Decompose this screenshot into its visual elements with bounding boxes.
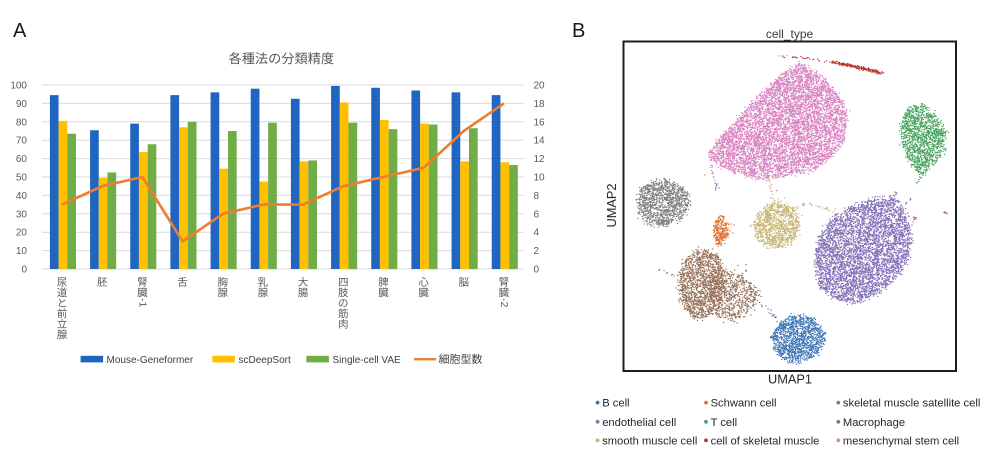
svg-text:A: A [13, 20, 27, 42]
svg-text:smooth muscle cell: smooth muscle cell [602, 435, 697, 447]
svg-text:16: 16 [534, 117, 546, 128]
svg-text:scDeepSort: scDeepSort [239, 355, 291, 366]
svg-text:0: 0 [21, 265, 27, 276]
svg-text:20: 20 [16, 228, 28, 239]
svg-text:60: 60 [16, 154, 28, 165]
svg-text:50: 50 [16, 173, 28, 184]
svg-text:endothelial cell: endothelial cell [602, 417, 676, 429]
svg-text:cell of skeletal muscle: cell of skeletal muscle [711, 435, 820, 447]
svg-text:70: 70 [16, 136, 28, 147]
svg-text:UMAP2: UMAP2 [604, 183, 619, 227]
svg-text:30: 30 [16, 209, 28, 220]
svg-text:T cell: T cell [711, 417, 738, 429]
svg-text:18: 18 [534, 99, 546, 110]
svg-text:90: 90 [16, 99, 28, 110]
svg-text:2: 2 [534, 246, 540, 257]
svg-text:Schwann cell: Schwann cell [711, 398, 777, 410]
svg-text:cell_type: cell_type [766, 27, 814, 41]
svg-text:10: 10 [534, 173, 546, 184]
svg-text:80: 80 [16, 117, 28, 128]
svg-text:0: 0 [534, 265, 540, 276]
svg-text:12: 12 [534, 154, 546, 165]
svg-text:8: 8 [534, 191, 540, 202]
svg-text:B: B [572, 20, 585, 42]
svg-text:100: 100 [10, 81, 27, 92]
svg-text:6: 6 [534, 209, 540, 220]
svg-text:14: 14 [534, 136, 546, 147]
svg-text:Single-cell VAE: Single-cell VAE [333, 355, 402, 366]
svg-text:skeletal muscle satellite cell: skeletal muscle satellite cell [843, 398, 980, 410]
svg-text:-2: -2 [498, 298, 510, 307]
svg-text:-1: -1 [136, 298, 148, 307]
svg-text:UMAP1: UMAP1 [768, 372, 812, 387]
svg-text:20: 20 [534, 81, 546, 92]
svg-text:Macrophage: Macrophage [843, 417, 905, 429]
svg-text:B cell: B cell [602, 398, 629, 410]
svg-text:Mouse-Geneformer: Mouse-Geneformer [107, 355, 194, 366]
svg-text:mesenchymal stem cell: mesenchymal stem cell [843, 435, 959, 447]
svg-text:4: 4 [534, 228, 540, 239]
svg-text:10: 10 [16, 246, 28, 257]
svg-text:40: 40 [16, 191, 28, 202]
